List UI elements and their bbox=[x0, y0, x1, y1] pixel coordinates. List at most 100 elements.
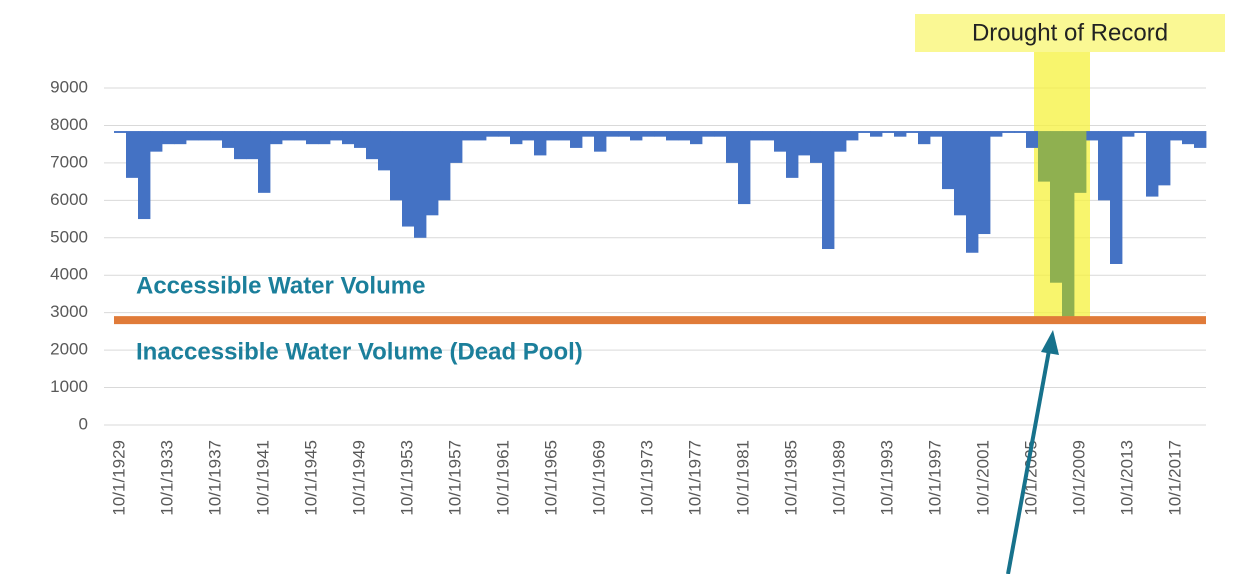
volume-column bbox=[966, 131, 979, 253]
accessible-label: Accessible Water Volume bbox=[136, 272, 425, 299]
volume-column bbox=[126, 131, 139, 178]
volume-column bbox=[138, 131, 151, 220]
volume-column bbox=[402, 131, 415, 227]
y-tick-label: 9000 bbox=[50, 77, 88, 96]
volume-column bbox=[162, 131, 175, 145]
volume-column bbox=[522, 131, 535, 141]
volume-column bbox=[294, 131, 307, 141]
volume-column bbox=[882, 131, 895, 133]
x-tick-label: 10/1/1957 bbox=[445, 440, 464, 516]
x-tick-label: 10/1/1965 bbox=[541, 440, 560, 516]
volume-column bbox=[702, 131, 715, 137]
volume-column bbox=[426, 131, 439, 216]
volume-column bbox=[330, 131, 343, 141]
volume-column bbox=[1050, 131, 1063, 283]
volume-column bbox=[1146, 131, 1159, 197]
volume-column bbox=[798, 131, 811, 156]
volume-column bbox=[786, 131, 799, 178]
arrow-head bbox=[1041, 330, 1059, 355]
volume-column bbox=[258, 131, 271, 193]
volume-column bbox=[1002, 131, 1015, 133]
volume-column bbox=[906, 131, 919, 133]
x-tick-label: 10/1/1969 bbox=[589, 440, 608, 516]
volume-column bbox=[570, 131, 583, 148]
volume-column bbox=[990, 131, 1003, 137]
x-tick-label: 10/1/2001 bbox=[973, 440, 992, 516]
volume-column bbox=[978, 131, 991, 235]
volume-column bbox=[858, 131, 871, 133]
volume-column bbox=[822, 131, 835, 250]
volume-column bbox=[774, 131, 787, 152]
volume-column bbox=[1158, 131, 1171, 186]
y-tick-label: 1000 bbox=[50, 377, 88, 396]
y-tick-label: 2000 bbox=[50, 340, 88, 359]
volume-column bbox=[618, 131, 631, 137]
x-tick-label: 10/1/1973 bbox=[637, 440, 656, 516]
volume-column bbox=[306, 131, 319, 145]
x-tick-label: 10/1/1941 bbox=[253, 440, 272, 516]
x-tick-label: 10/1/1929 bbox=[109, 440, 128, 516]
volume-column bbox=[1098, 131, 1111, 201]
volume-column bbox=[1170, 131, 1183, 141]
volume-column bbox=[186, 131, 199, 141]
volume-column bbox=[198, 131, 211, 141]
volume-column bbox=[174, 131, 187, 145]
volume-column bbox=[150, 131, 163, 152]
volume-column bbox=[414, 131, 427, 238]
volume-column bbox=[846, 131, 859, 141]
inaccessible-label: Inaccessible Water Volume (Dead Pool) bbox=[136, 338, 583, 365]
volume-column bbox=[714, 131, 727, 137]
arrow-shaft bbox=[1006, 344, 1052, 574]
volume-column bbox=[282, 131, 295, 141]
x-tick-label: 10/1/1993 bbox=[877, 440, 896, 516]
volume-column bbox=[594, 131, 607, 152]
x-tick-label: 10/1/2005 bbox=[1021, 440, 1040, 516]
x-tick-label: 10/1/1937 bbox=[205, 440, 224, 516]
volume-column bbox=[354, 131, 367, 148]
volume-column bbox=[1014, 131, 1027, 133]
volume-column bbox=[894, 131, 907, 137]
x-tick-label: 10/1/1933 bbox=[157, 440, 176, 516]
x-tick-label: 10/1/1945 bbox=[301, 440, 320, 516]
volume-column bbox=[942, 131, 955, 190]
volume-column bbox=[930, 131, 943, 137]
volume-column bbox=[918, 131, 931, 145]
y-tick-label: 0 bbox=[79, 414, 88, 433]
volume-column bbox=[1134, 131, 1147, 133]
volume-column bbox=[1074, 131, 1087, 193]
volume-column bbox=[1182, 131, 1195, 145]
volume-column bbox=[318, 131, 331, 145]
x-tick-label: 10/1/1989 bbox=[829, 440, 848, 516]
volume-column bbox=[546, 131, 559, 141]
volume-column bbox=[534, 131, 547, 156]
y-tick-label: 4000 bbox=[50, 265, 88, 284]
volume-column bbox=[234, 131, 247, 160]
volume-column bbox=[654, 131, 667, 137]
x-tick-label: 10/1/1985 bbox=[781, 440, 800, 516]
volume-column bbox=[666, 131, 679, 141]
volume-column bbox=[486, 131, 499, 137]
x-tick-label: 10/1/1953 bbox=[397, 440, 416, 516]
x-tick-label: 10/1/1997 bbox=[925, 440, 944, 516]
volume-column bbox=[762, 131, 775, 141]
volume-column bbox=[438, 131, 451, 201]
y-tick-label: 6000 bbox=[50, 190, 88, 209]
volume-column bbox=[582, 131, 595, 137]
volume-column bbox=[390, 131, 403, 201]
volume-column bbox=[810, 131, 823, 163]
volume-column bbox=[606, 131, 619, 137]
volume-column bbox=[450, 131, 463, 163]
volume-column bbox=[558, 131, 571, 141]
volume-column bbox=[1086, 131, 1099, 141]
y-tick-label: 3000 bbox=[50, 302, 88, 321]
volume-column bbox=[1026, 131, 1039, 148]
volume-column bbox=[678, 131, 691, 141]
volume-column bbox=[342, 131, 355, 145]
volume-column bbox=[1038, 131, 1051, 182]
x-tick-label: 10/1/1981 bbox=[733, 440, 752, 516]
volume-column bbox=[270, 131, 283, 145]
x-tick-label: 10/1/1961 bbox=[493, 440, 512, 516]
volume-column bbox=[1194, 131, 1207, 148]
volume-column bbox=[246, 131, 259, 160]
volume-column bbox=[1110, 131, 1123, 264]
